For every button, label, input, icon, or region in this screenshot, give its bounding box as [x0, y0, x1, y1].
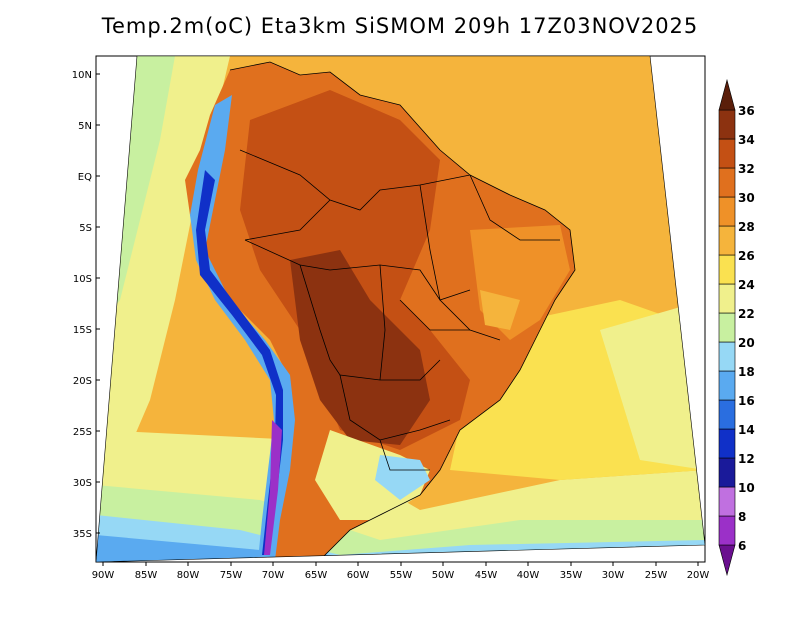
colorbar-label: 36 [738, 104, 755, 118]
lon-label: 65W [305, 570, 328, 581]
lat-label: EQ [78, 172, 92, 183]
lon-label: 75W [220, 570, 243, 581]
colorbar: 6 8 10 12 14 16 18 20 22 24 26 28 30 32 … [718, 78, 755, 577]
lat-label: 25S [73, 427, 92, 438]
lat-label: 10S [73, 274, 92, 285]
colorbar-cell [718, 370, 736, 401]
colorbar-label: 18 [738, 365, 755, 379]
lon-label: 20W [687, 570, 710, 581]
continent [185, 61, 576, 561]
colorbar-cell [718, 167, 736, 198]
land-hottest [290, 250, 430, 445]
colorbar-cell [718, 457, 736, 488]
lon-label: 60W [347, 570, 370, 581]
colorbar-cell [718, 428, 736, 459]
colorbar-cell [718, 225, 736, 256]
colorbar-cell [718, 341, 736, 372]
lon-label: 80W [177, 570, 200, 581]
domain-outline [95, 55, 706, 563]
colorbar-cell [718, 544, 736, 577]
lon-label: 50W [432, 570, 455, 581]
colorbar-cell [718, 78, 736, 111]
colorbar-cell [718, 254, 736, 285]
colorbar-label: 26 [738, 249, 755, 263]
colorbar-cells [718, 78, 736, 577]
lat-label: 30S [73, 478, 92, 489]
atlantic-cool [600, 300, 705, 470]
lon-label: 90W [92, 570, 115, 581]
colorbar-label: 20 [738, 336, 755, 350]
colorbar-label: 6 [738, 539, 746, 553]
colorbar-cell [718, 515, 736, 546]
lon-label: 85W [135, 570, 158, 581]
borders [239, 149, 560, 471]
colorbar-labels: 6 8 10 12 14 16 18 20 22 24 26 28 30 32 … [738, 104, 755, 553]
colorbar-label: 16 [738, 394, 755, 408]
colorbar-label: 34 [738, 133, 755, 147]
lat-label: 5N [78, 121, 92, 132]
lat-label: 15S [73, 325, 92, 336]
northeast-patch [480, 290, 520, 330]
colorbar-label: 24 [738, 278, 755, 292]
colorbar-cell [718, 283, 736, 314]
lon-axis: 90W 85W 80W 75W 70W 65W 60W 55W 50W 45W … [92, 562, 710, 581]
lon-label: 70W [262, 570, 285, 581]
colorbar-label: 8 [738, 510, 746, 524]
colorbar-label: 14 [738, 423, 755, 437]
colorbar-cell [718, 109, 736, 140]
lat-label: 10N [72, 70, 92, 81]
lat-label: 35S [73, 529, 92, 540]
colorbar-label: 22 [738, 307, 755, 321]
colorbar-label: 10 [738, 481, 755, 495]
lat-label: 5S [79, 223, 92, 234]
coastline [229, 61, 576, 561]
lon-label: 25W [645, 570, 668, 581]
lon-label: 45W [475, 570, 498, 581]
andes-coldest [264, 420, 282, 555]
lat-label: 20S [73, 376, 92, 387]
andes-cold [196, 170, 283, 555]
colorbar-cell [718, 312, 736, 343]
lon-label: 35W [560, 570, 583, 581]
lon-label: 30W [602, 570, 625, 581]
colorbar-cell [718, 486, 736, 517]
lon-label: 40W [517, 570, 540, 581]
lon-label: 55W [390, 570, 413, 581]
colorbar-label: 30 [738, 191, 755, 205]
colorbar-label: 28 [738, 220, 755, 234]
lat-axis: 10N 5N EQ 5S 10S 15S 20S 25S 30S 35S [72, 70, 100, 540]
colorbar-cell [718, 196, 736, 227]
colorbar-label: 12 [738, 452, 755, 466]
map-title: Temp.2m(oC) Eta3km SiSMOM 209h 17Z03NOV2… [101, 14, 699, 38]
colorbar-label: 32 [738, 162, 755, 176]
colorbar-cell [718, 138, 736, 169]
colorbar-cell [718, 399, 736, 430]
